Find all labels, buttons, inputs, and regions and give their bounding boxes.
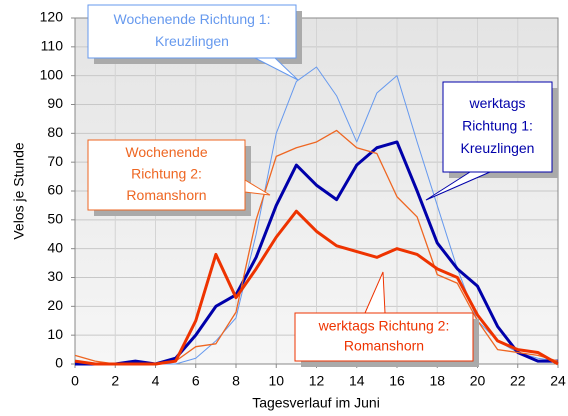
y-tick-label: 70	[47, 153, 63, 169]
y-tick-label: 20	[47, 297, 63, 313]
callout-box	[87, 4, 297, 59]
y-tick-label: 60	[47, 182, 63, 198]
y-tick-label: 90	[47, 95, 63, 111]
x-tick-label: 6	[192, 373, 200, 389]
y-tick-label: 0	[55, 355, 63, 371]
callout-text: Wochenende Richtung 1:	[114, 11, 271, 27]
x-tick-label: 8	[232, 373, 240, 389]
x-tick-label: 18	[429, 373, 445, 389]
callout-box	[294, 312, 474, 362]
y-tick-label: 40	[47, 239, 63, 255]
x-tick-label: 0	[71, 373, 79, 389]
callout-text: werktags	[468, 95, 525, 111]
x-tick-label: 14	[349, 373, 365, 389]
callout-text: Kreuzlingen	[461, 140, 535, 156]
y-tick-label: 50	[47, 211, 63, 227]
x-tick-label: 12	[309, 373, 325, 389]
x-axis-label: Tagesverlauf im Juni	[252, 395, 380, 411]
y-axis-label: Velos je Stunde	[11, 142, 27, 240]
callout-text: Wochenende	[125, 144, 207, 160]
callout-text: Romanshorn	[126, 187, 206, 203]
x-tick-label: 22	[510, 373, 526, 389]
callout-text: Richtung 2:	[131, 166, 202, 182]
callout-text: Kreuzlingen	[155, 33, 229, 49]
x-tick-label: 24	[550, 373, 566, 389]
callout-text: werktags Richtung 2:	[318, 318, 450, 334]
callout-box	[87, 139, 246, 211]
y-tick-label: 120	[40, 9, 64, 25]
callout-text: Romanshorn	[344, 338, 424, 354]
callout-box	[442, 81, 553, 173]
y-tick-label: 80	[47, 124, 63, 140]
x-tick-label: 10	[268, 373, 284, 389]
y-tick-label: 10	[47, 326, 63, 342]
y-tick-label: 30	[47, 268, 63, 284]
series-line	[74, 209, 559, 366]
x-tick-label: 4	[152, 373, 160, 389]
y-tick-label: 100	[40, 66, 64, 82]
x-tick-label: 2	[111, 373, 119, 389]
callout-text: Richtung 1:	[462, 118, 533, 134]
x-tick-label: 20	[470, 373, 486, 389]
x-tick-label: 16	[389, 373, 405, 389]
y-tick-label: 110	[41, 38, 64, 54]
